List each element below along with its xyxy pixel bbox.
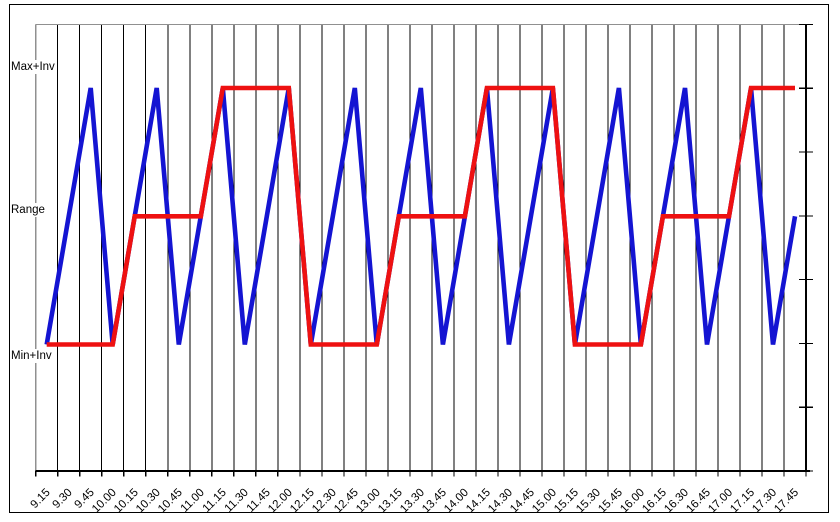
y-axis-label-range: Range [11,203,47,217]
x-axis [35,470,810,477]
x-axis-label: 15.15 [552,487,581,516]
x-axis-label: 16.15 [640,487,669,516]
x-axis-label: 12.45 [332,487,361,516]
x-axis-label: 10.15 [112,487,141,516]
x-axis-label: 17.30 [750,487,779,516]
y-axis-label-min-inv: Min+Inv [11,349,54,363]
x-axis-label: 14.15 [464,487,493,516]
vertical-gridlines [35,24,785,471]
x-axis-label: 16.00 [618,487,647,516]
x-axis-label: 13.30 [398,487,427,516]
red-series-line [46,85,795,347]
x-axis-label: 17.00 [706,487,735,516]
x-axis-label: 11.15 [201,487,229,515]
x-axis-label: 10.30 [134,487,163,516]
x-axis-label: 12.30 [310,487,339,516]
blue-series-line [44,87,798,345]
x-axis-label: 11.30 [223,487,251,515]
x-axis-label: 12.15 [288,487,317,516]
x-axis-label: 17.15 [728,487,757,516]
x-axis-label: 17.45 [772,487,801,516]
y-axis-label-max-inv: Max+Inv [11,60,57,74]
x-axis-label: 13.45 [420,487,449,516]
x-axis-label: 11.00 [179,487,207,515]
x-axis-label: 13.00 [354,487,383,516]
x-axis-label: 9.30 [51,487,75,511]
right-y-axis [799,23,813,472]
chart-outer-border [9,4,829,513]
x-axis-label: 14.30 [486,487,515,516]
x-axis-label: 15.30 [574,487,603,516]
x-axis-label: 12.00 [266,487,295,516]
x-axis-label: 10.45 [156,487,185,516]
x-axis-label: 16.30 [662,487,691,516]
x-axis-label: 15.45 [596,487,625,516]
x-axis-label: 15.00 [530,487,559,516]
x-axis-label: 9.15 [29,487,53,511]
x-axis-labels: 9.159.309.4510.0010.1510.3010.4511.0011.… [29,487,802,516]
x-axis-label: 13.15 [376,487,405,516]
x-axis-label: 14.45 [508,487,537,516]
x-axis-label: 14.00 [442,487,471,516]
x-axis-label: 16.45 [684,487,713,516]
x-axis-label: 10.00 [90,487,119,516]
